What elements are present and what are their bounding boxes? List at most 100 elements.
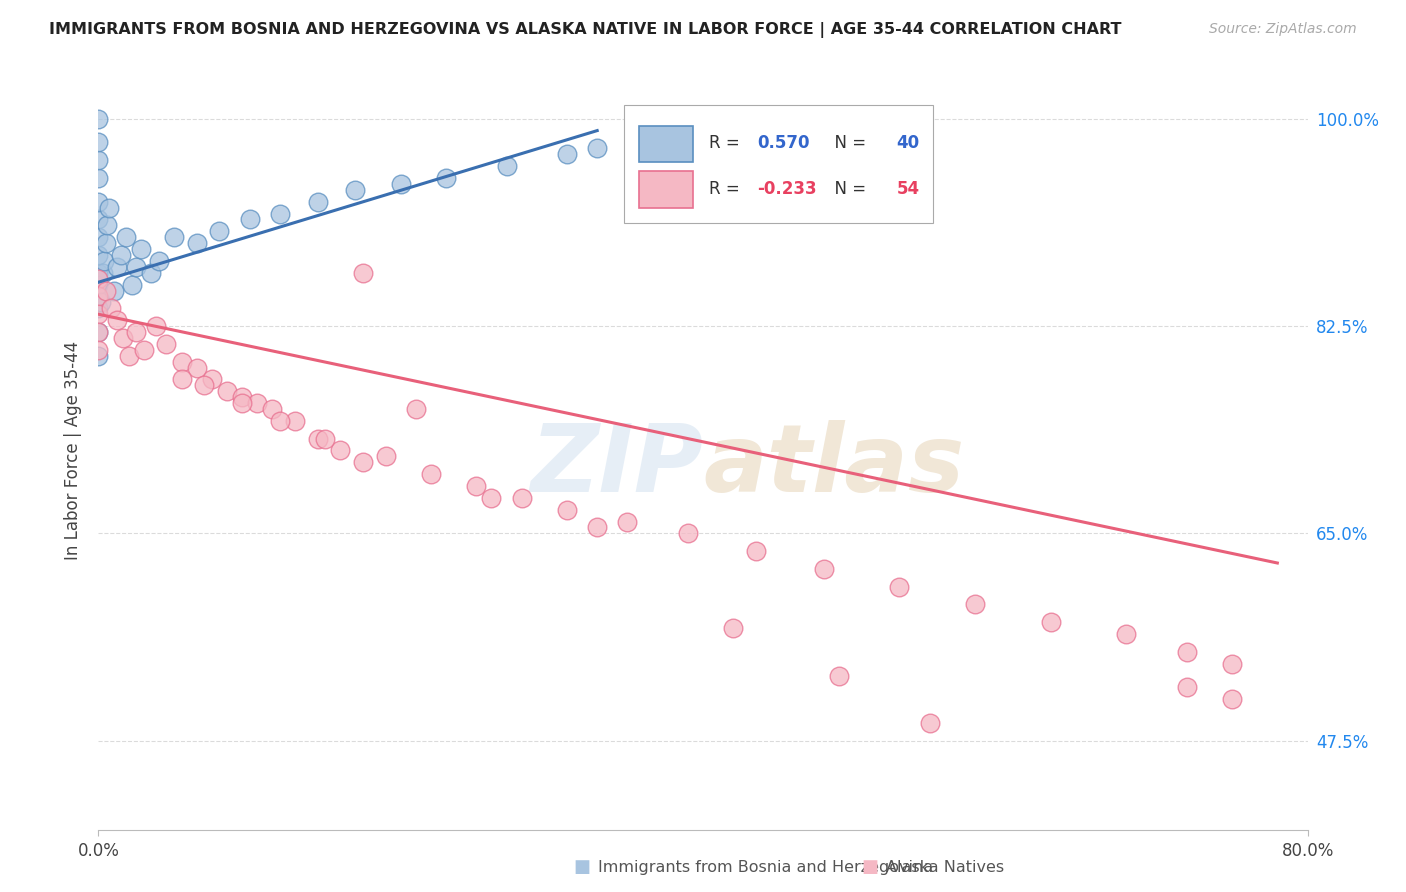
Point	[586, 520, 609, 534]
Text: R =: R =	[709, 135, 745, 153]
Point	[828, 668, 851, 682]
Text: IMMIGRANTS FROM BOSNIA AND HERZEGOVINA VS ALASKA NATIVE IN LABOR FORCE | AGE 35-: IMMIGRANTS FROM BOSNIA AND HERZEGOVINA V…	[49, 22, 1122, 38]
Point	[94, 236, 117, 251]
FancyBboxPatch shape	[638, 126, 693, 162]
Point	[1175, 681, 1198, 695]
FancyBboxPatch shape	[638, 171, 693, 208]
Text: atlas: atlas	[703, 419, 965, 512]
Point	[125, 325, 148, 339]
Point	[155, 336, 177, 351]
Text: Immigrants from Bosnia and Herzegovina: Immigrants from Bosnia and Herzegovina	[598, 860, 932, 874]
Point	[114, 230, 136, 244]
Point	[307, 432, 329, 446]
Point	[239, 212, 262, 227]
Point	[586, 141, 609, 155]
Point	[87, 153, 110, 168]
Point	[374, 450, 396, 464]
Point	[105, 313, 128, 327]
Text: Alaska Natives: Alaska Natives	[886, 860, 1004, 874]
Point	[96, 219, 118, 233]
Point	[87, 325, 110, 339]
Point	[186, 360, 208, 375]
Point	[231, 390, 253, 404]
Text: N =: N =	[824, 135, 872, 153]
Text: 40: 40	[897, 135, 920, 153]
Point	[87, 136, 110, 150]
Point	[87, 212, 110, 227]
Point	[352, 266, 374, 280]
Point	[481, 491, 503, 505]
Point	[555, 502, 578, 516]
Point	[420, 467, 443, 482]
Point	[555, 147, 578, 161]
FancyBboxPatch shape	[624, 105, 932, 223]
Point	[405, 402, 427, 417]
Text: R =: R =	[709, 180, 745, 198]
Point	[87, 171, 110, 186]
Point	[100, 301, 122, 316]
Point	[329, 443, 352, 458]
Point	[813, 562, 835, 576]
Point	[918, 715, 941, 730]
Point	[193, 378, 215, 392]
Point	[1039, 615, 1062, 630]
Text: -0.233: -0.233	[758, 180, 817, 198]
Point	[87, 194, 110, 209]
Text: Source: ZipAtlas.com: Source: ZipAtlas.com	[1209, 22, 1357, 37]
Text: ■: ■	[862, 858, 879, 876]
Point	[87, 266, 110, 280]
Point	[103, 284, 125, 298]
Point	[269, 206, 291, 220]
Point	[745, 544, 768, 558]
Point	[314, 432, 336, 446]
Point	[170, 372, 193, 386]
Point	[231, 396, 253, 410]
Point	[1175, 645, 1198, 659]
Text: 54: 54	[897, 180, 920, 198]
Point	[676, 526, 699, 541]
Point	[118, 349, 141, 363]
Point	[170, 354, 193, 368]
Point	[132, 343, 155, 357]
Point	[87, 301, 110, 316]
Point	[141, 266, 163, 280]
Text: 0.570: 0.570	[758, 135, 810, 153]
Point	[434, 171, 457, 186]
Point	[87, 112, 110, 126]
Point	[510, 491, 533, 505]
Point	[87, 343, 110, 357]
Point	[148, 253, 170, 268]
Text: N =: N =	[824, 180, 872, 198]
Point	[87, 277, 110, 292]
Point	[87, 230, 110, 244]
Text: ZIP: ZIP	[530, 419, 703, 512]
Point	[87, 307, 110, 321]
Point	[495, 159, 517, 173]
Point	[111, 331, 134, 345]
Point	[87, 271, 110, 285]
Text: ■: ■	[574, 858, 591, 876]
Y-axis label: In Labor Force | Age 35-44: In Labor Force | Age 35-44	[65, 341, 83, 560]
Point	[307, 194, 329, 209]
Point	[208, 224, 231, 238]
Point	[93, 253, 115, 268]
Point	[889, 580, 911, 594]
Point	[87, 325, 110, 339]
Point	[1115, 627, 1137, 641]
Point	[98, 201, 121, 215]
Point	[723, 621, 745, 635]
Point	[269, 414, 291, 428]
Point	[125, 260, 148, 274]
Point	[1220, 657, 1243, 671]
Point	[186, 236, 208, 251]
Point	[129, 242, 152, 256]
Point	[87, 349, 110, 363]
Point	[352, 455, 374, 469]
Point	[94, 284, 117, 298]
Point	[201, 372, 224, 386]
Point	[90, 295, 112, 310]
Point	[465, 479, 488, 493]
Point	[105, 260, 128, 274]
Point	[284, 414, 307, 428]
Point	[91, 266, 114, 280]
